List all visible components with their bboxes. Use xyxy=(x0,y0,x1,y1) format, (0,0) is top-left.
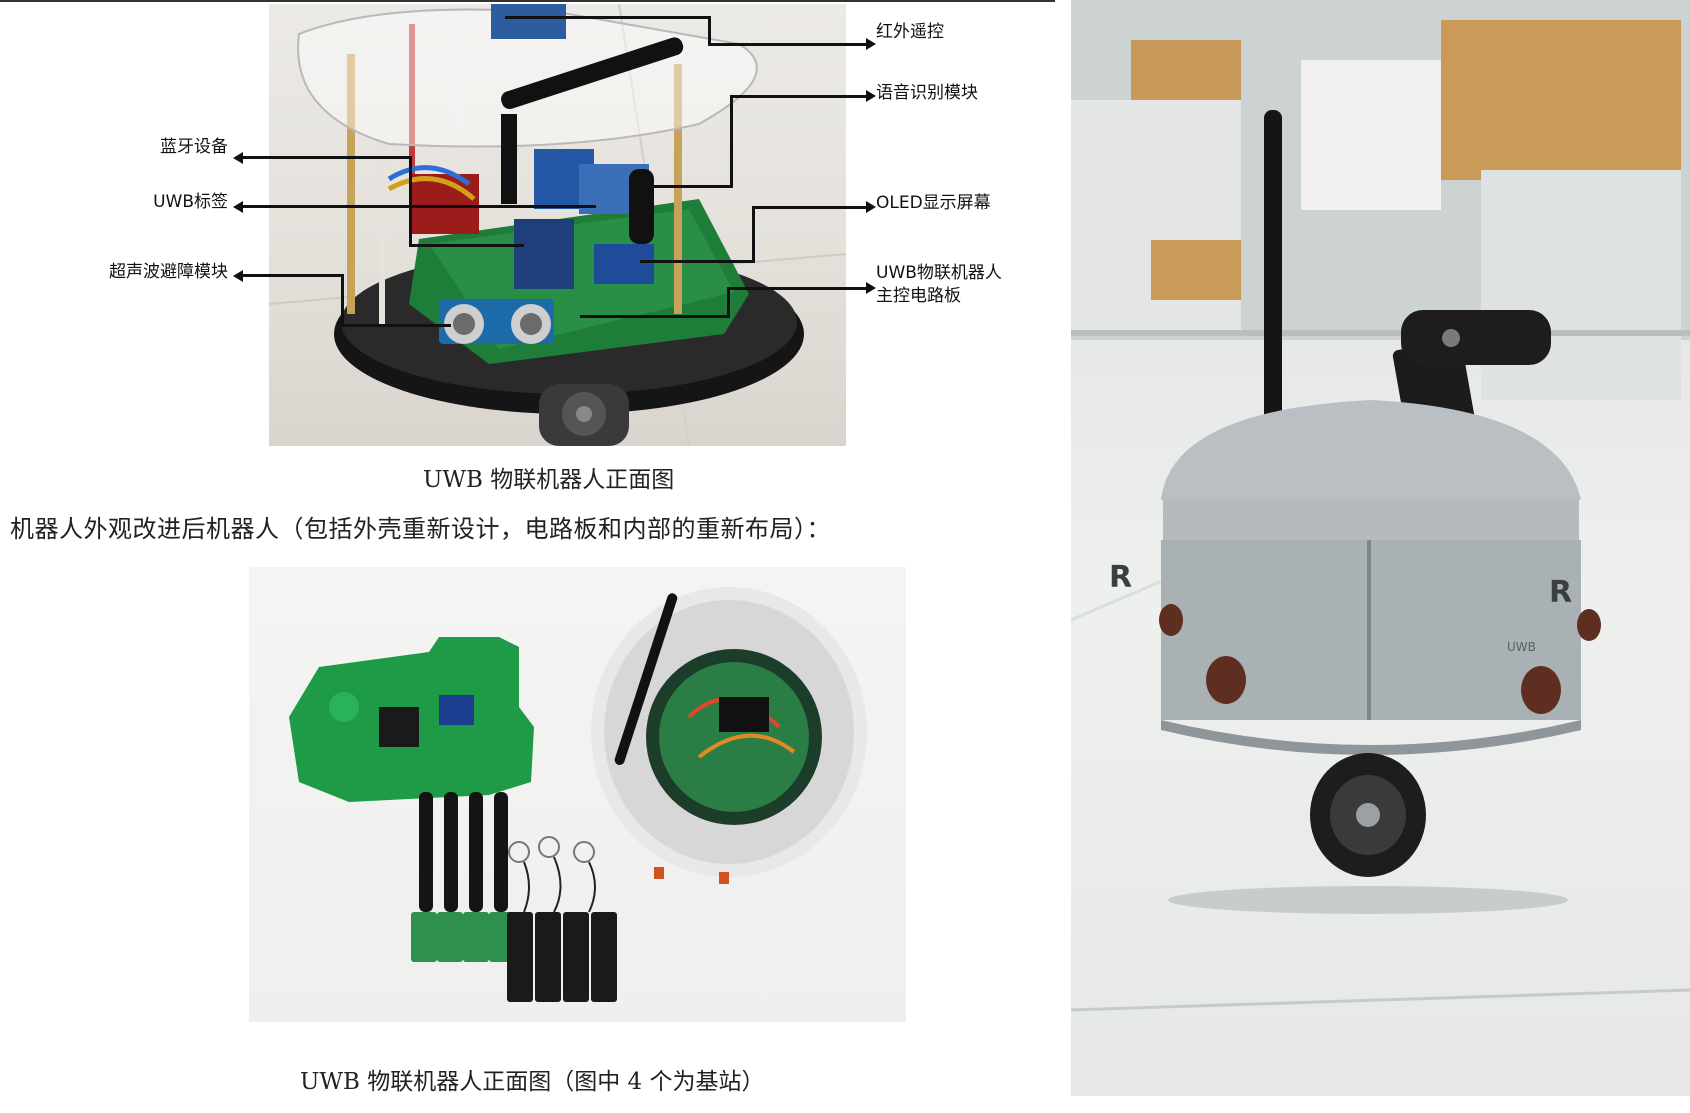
callout-label-oled: OLED显示屏幕 xyxy=(876,193,991,213)
callout-line xyxy=(752,206,868,209)
robot-finished-photo: R R UWB xyxy=(1071,0,1690,1096)
robot-prototype-illustration xyxy=(269,4,846,446)
callout-line xyxy=(241,205,596,208)
callout-line xyxy=(640,185,733,188)
robot-prototype-photo xyxy=(269,4,846,446)
callout-line xyxy=(341,274,344,326)
callout-label-main-board-line1: UWB物联机器人 xyxy=(876,263,1002,283)
top-rule xyxy=(0,0,1055,2)
callout-line xyxy=(708,16,711,45)
callout-arrow xyxy=(866,38,876,50)
figure-caption-top: UWB 物联机器人正面图 xyxy=(423,460,674,494)
callout-line xyxy=(730,95,733,187)
callout-label-uwb-tag: UWB标签 xyxy=(140,192,228,212)
callout-arrow xyxy=(866,90,876,102)
robot-kit-illustration xyxy=(249,567,906,1022)
callout-line xyxy=(580,315,730,318)
robot-kit-photo xyxy=(249,567,906,1022)
callout-label-bluetooth: 蓝牙设备 xyxy=(140,137,228,157)
callout-line xyxy=(505,16,710,19)
robot-marking-left: R xyxy=(1109,560,1132,595)
callout-line xyxy=(640,260,755,263)
callout-label-ultrasonic: 超声波避障模块 xyxy=(90,262,228,282)
callout-line xyxy=(341,324,451,327)
callout-line xyxy=(727,287,730,317)
robot-marking-right: R xyxy=(1549,575,1572,610)
robot-finished-illustration xyxy=(1071,0,1690,1096)
callout-label-voice-module: 语音识别模块 xyxy=(876,83,978,103)
callout-line xyxy=(409,156,412,246)
callout-arrow xyxy=(866,201,876,213)
figure-caption-bottom: UWB 物联机器人正面图（图中 4 个为基站） xyxy=(300,1062,765,1096)
body-paragraph: 机器人外观改进后机器人（包括外壳重新设计，电路板和内部的重新布局）： xyxy=(10,509,831,544)
callout-label-main-board-line2: 主控电路板 xyxy=(876,286,961,306)
callout-arrow xyxy=(866,282,876,294)
callout-line xyxy=(727,287,868,290)
callout-label-ir-remote: 红外遥控 xyxy=(876,22,944,42)
callout-line xyxy=(708,43,868,46)
callout-line xyxy=(241,274,344,277)
callout-line xyxy=(409,244,524,247)
robot-side-text: UWB xyxy=(1507,640,1536,654)
callout-line xyxy=(752,206,755,262)
callout-line xyxy=(730,95,868,98)
callout-line xyxy=(241,156,411,159)
